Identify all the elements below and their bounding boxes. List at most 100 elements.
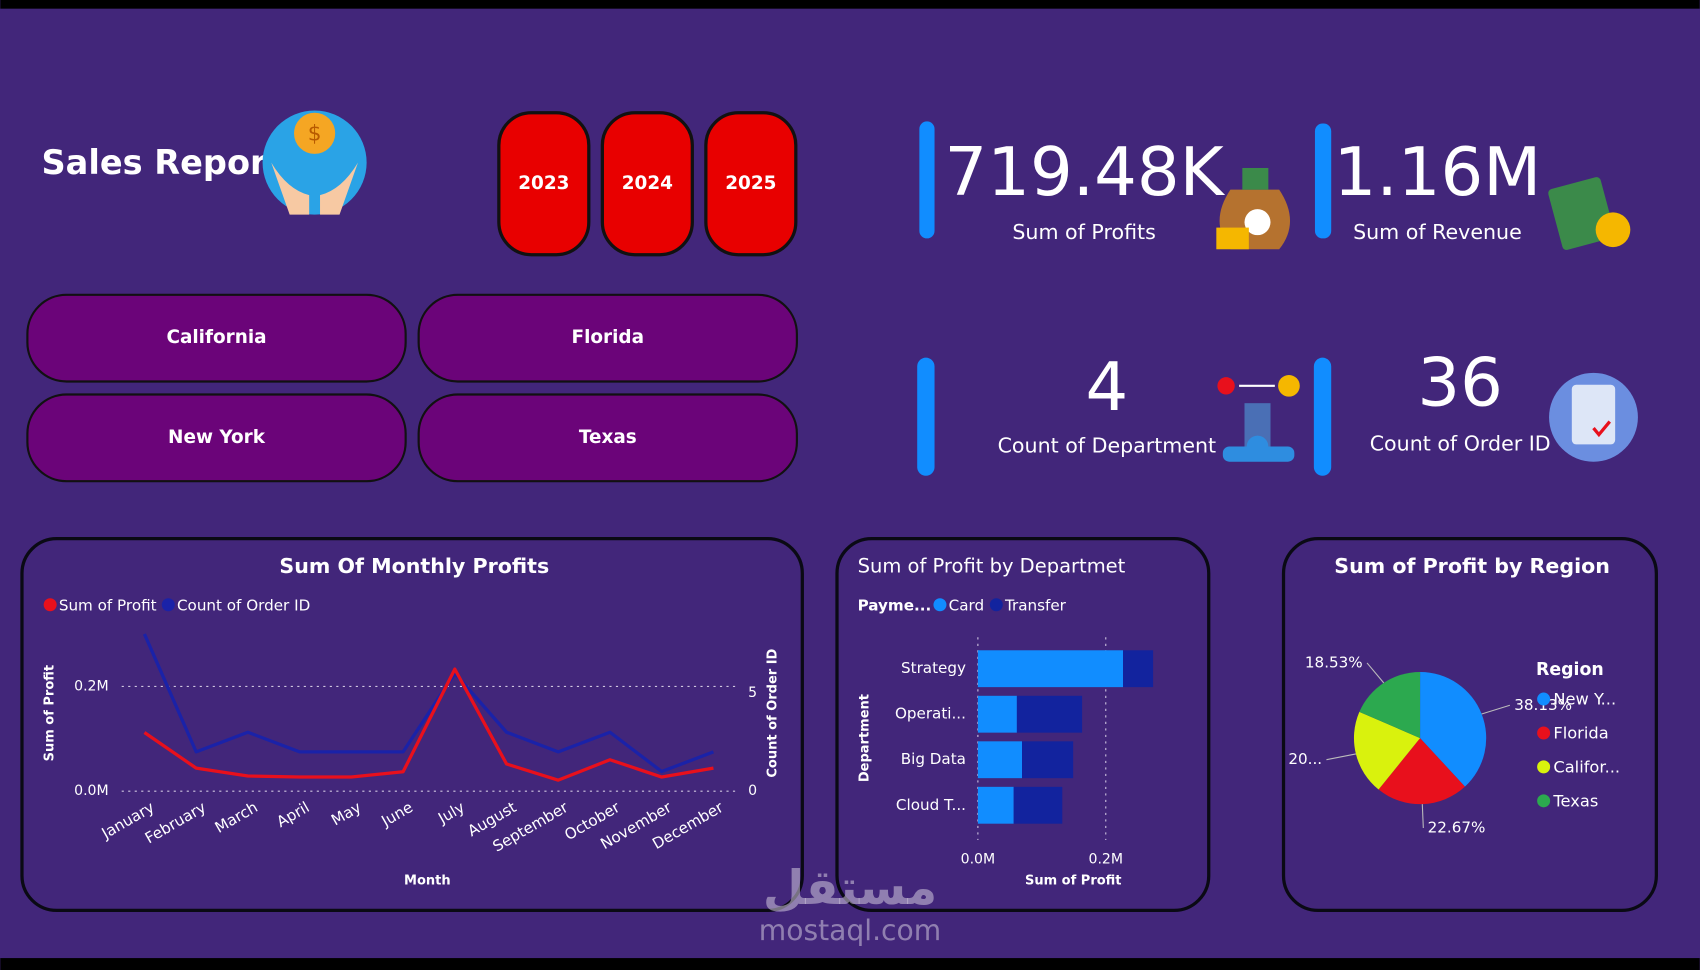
kpi-label: Count of Order ID bbox=[1370, 431, 1551, 455]
button-shape bbox=[26, 293, 407, 383]
kpi-label: Sum of Profits bbox=[1012, 220, 1155, 244]
year-button[interactable]: 2023 bbox=[497, 111, 591, 257]
y2-tick-label: 5 bbox=[748, 685, 757, 701]
button-shape bbox=[600, 111, 694, 257]
report-icon: $ bbox=[262, 110, 367, 215]
bar bbox=[1013, 786, 1063, 824]
pie-slice bbox=[1378, 738, 1465, 805]
legend-marker bbox=[933, 598, 947, 612]
legend-marker bbox=[161, 598, 175, 612]
pie-slice bbox=[1420, 671, 1487, 787]
pie-slice bbox=[1353, 711, 1421, 790]
kpi-accents bbox=[917, 121, 1332, 476]
cash-icon bbox=[1548, 177, 1631, 250]
chart-title: Sum of Profit by Region bbox=[1334, 554, 1610, 578]
y-axis-title: Department bbox=[858, 694, 873, 782]
button-shape bbox=[26, 393, 407, 483]
bar bbox=[1016, 695, 1083, 733]
bottom-bar bbox=[0, 958, 1700, 970]
legend-label: Califor... bbox=[1553, 757, 1620, 776]
leader-line bbox=[1481, 704, 1511, 715]
legend-label: Sum of Profit bbox=[59, 596, 157, 614]
legend-title: Region bbox=[1536, 660, 1604, 680]
kpi-value: 4 bbox=[1085, 348, 1128, 426]
button-label: New York bbox=[168, 427, 266, 448]
money-bag-icon bbox=[1216, 167, 1291, 250]
y-tick-label: 0.2M bbox=[74, 678, 109, 694]
legend-marker bbox=[1537, 760, 1551, 774]
report-title: Sales Report bbox=[41, 143, 282, 182]
region-button[interactable]: Florida bbox=[417, 293, 798, 383]
watermark-logo: مستقل bbox=[763, 861, 937, 916]
panel bbox=[1281, 537, 1658, 913]
button-label: Texas bbox=[579, 427, 637, 448]
svg-text:$: $ bbox=[308, 121, 322, 146]
y-tick-label: Strategy bbox=[901, 659, 966, 677]
data-label: 18.53% bbox=[1305, 653, 1363, 671]
bar bbox=[977, 786, 1014, 824]
button-shape bbox=[704, 111, 798, 257]
line-series bbox=[143, 667, 714, 782]
chart-title: Sum of Profit by Departmet bbox=[858, 554, 1126, 577]
legend-label: Texas bbox=[1552, 791, 1598, 810]
data-label: 22.67% bbox=[1428, 818, 1486, 836]
kpi-label: Sum of Revenue bbox=[1353, 220, 1522, 244]
region-button[interactable]: Texas bbox=[417, 393, 798, 483]
leader-line bbox=[1326, 753, 1357, 761]
department-icon bbox=[1217, 374, 1300, 462]
year-button[interactable]: 2024 bbox=[600, 111, 694, 257]
x-axis-title: Sum of Profit bbox=[1025, 874, 1122, 889]
legend-marker bbox=[43, 598, 57, 612]
y-tick-label: Operati... bbox=[895, 705, 966, 723]
x-tick-label: 0.2M bbox=[1089, 851, 1124, 867]
region-button[interactable]: California bbox=[26, 293, 407, 383]
kpi-value: 1.16M bbox=[1334, 133, 1542, 211]
legend-label: Florida bbox=[1553, 724, 1608, 743]
button-label: 2024 bbox=[622, 173, 673, 194]
region-button[interactable]: New York bbox=[26, 393, 407, 483]
legend-label: Card bbox=[949, 596, 984, 614]
y-tick-label: 0.0M bbox=[74, 783, 109, 799]
bar bbox=[1123, 650, 1154, 688]
region-buttons: California Florida New York Texas bbox=[26, 293, 798, 483]
leader-line bbox=[1421, 804, 1424, 828]
y-axis-title: Sum of Profit bbox=[43, 665, 58, 762]
bar bbox=[977, 695, 1017, 733]
year-button[interactable]: 2025 bbox=[704, 111, 798, 257]
panel bbox=[835, 537, 1211, 913]
leader-line bbox=[1366, 662, 1385, 684]
kpi-label: Count of Department bbox=[998, 434, 1217, 458]
order-icon bbox=[1549, 372, 1638, 462]
legend-label: New Y... bbox=[1553, 690, 1616, 709]
legend-marker bbox=[1537, 692, 1551, 706]
panel bbox=[20, 537, 804, 913]
legend-marker bbox=[1537, 794, 1551, 808]
line-series bbox=[142, 633, 715, 774]
y2-tick-label: 0 bbox=[748, 783, 757, 799]
button-shape bbox=[417, 293, 798, 383]
bar bbox=[977, 741, 1023, 779]
button-shape bbox=[417, 393, 798, 483]
chart-title: Sum Of Monthly Profits bbox=[279, 554, 549, 578]
kpi-value: 36 bbox=[1417, 343, 1502, 421]
button-label: 2025 bbox=[725, 173, 776, 194]
legend-marker bbox=[1537, 726, 1551, 740]
y2-axis-title: Count of Order ID bbox=[766, 648, 781, 777]
y-tick-label: Big Data bbox=[901, 750, 966, 768]
top-bar bbox=[0, 0, 1700, 9]
legend-marker bbox=[989, 598, 1003, 612]
data-label: 20... bbox=[1288, 750, 1322, 768]
year-buttons: 2023 2024 2025 bbox=[497, 111, 798, 257]
legend-title: Payme... bbox=[858, 596, 932, 614]
bar bbox=[977, 650, 1124, 688]
legend-label: Transfer bbox=[1004, 596, 1067, 614]
button-shape bbox=[497, 111, 591, 257]
bar bbox=[1022, 741, 1074, 779]
button-label: 2023 bbox=[518, 173, 569, 194]
pie-slice bbox=[1359, 671, 1421, 739]
kpi-value: 719.48K bbox=[945, 133, 1226, 211]
x-tick-label: 0.0M bbox=[961, 851, 996, 867]
button-label: California bbox=[166, 327, 266, 348]
button-label: Florida bbox=[572, 327, 645, 348]
